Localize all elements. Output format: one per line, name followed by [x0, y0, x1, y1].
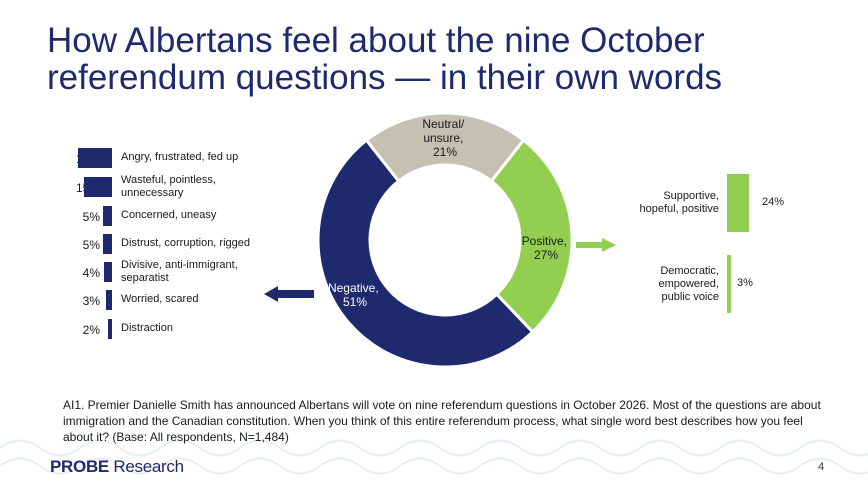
negative-category-label-line: separatist	[121, 272, 169, 284]
negative-bar	[108, 319, 112, 339]
positive-category-label-line: hopeful, positive	[639, 203, 720, 215]
negative-category-label-line: Worried, scared	[121, 293, 199, 305]
positive-category-label-line: Supportive,	[663, 190, 719, 202]
negative-bar	[106, 290, 112, 310]
negative-bar	[77, 148, 112, 168]
negative-category-label: Distrust, corruption, rigged	[121, 237, 301, 250]
page-number: 4	[818, 461, 825, 473]
negative-category-label-line: Wasteful, pointless,	[121, 174, 216, 186]
donut-chart: Neutral/ unsure, 21% Positive, 27% Negat…	[316, 111, 574, 369]
arrow-left-icon	[264, 286, 314, 302]
negative-value-label: 2%	[82, 323, 100, 337]
positive-value-label: 3%	[737, 277, 753, 289]
negative-bar	[104, 262, 112, 282]
title-line-2: referendum questions — in their own word…	[47, 58, 723, 97]
positive-category-label: Democratic, empowered, public voice	[559, 265, 719, 304]
negative-category-label-line: Angry, frustrated, fed up	[121, 151, 239, 163]
negative-category-label: Divisive, anti-immigrant, separatist	[121, 259, 301, 285]
negative-category-label: Wasteful, pointless, unnecessary	[121, 174, 301, 200]
negative-value-label: 5%	[82, 238, 100, 252]
negative-category-label-line: Distraction	[121, 322, 173, 334]
arrow-right-icon	[576, 238, 616, 252]
negative-category-label-line: Concerned, uneasy	[121, 209, 217, 221]
positive-bar	[727, 173, 749, 233]
positive-value-label: 24%	[762, 196, 785, 208]
positive-category-label-line: Democratic,	[660, 264, 719, 277]
negative-category-label-line: Divisive, anti-immigrant,	[121, 259, 238, 271]
negative-category-label-line: Distrust, corruption, rigged	[121, 237, 250, 249]
slice-negative	[316, 138, 535, 369]
negative-value-label: 4%	[82, 266, 100, 280]
positive-bar	[727, 255, 731, 313]
negative-bar	[83, 177, 112, 197]
negative-category-label: Distraction	[121, 322, 301, 335]
negative-value-label: 3%	[82, 294, 100, 308]
positive-category-label: Supportive, hopeful, positive	[559, 190, 720, 216]
negative-category-label: Concerned, uneasy	[121, 209, 301, 222]
slice-positive	[489, 138, 574, 335]
positive-category-label-line: public voice	[661, 290, 719, 303]
background-pattern	[0, 439, 868, 475]
positive-category-label-line: empowered,	[658, 277, 719, 290]
positive-label: Positive, 27%	[522, 234, 571, 262]
negative-bar	[102, 234, 112, 254]
negative-label: Negative, 51%	[328, 281, 382, 309]
probe-research-logo: PROBE Research	[50, 457, 184, 476]
negative-value-label: 5%	[82, 210, 100, 224]
slice-neutral	[364, 111, 526, 184]
negative-category-label-line: unnecessary	[121, 187, 184, 199]
negative-category-label: Angry, frustrated, fed up	[121, 151, 301, 164]
page-title: How Albertans feel about the nine Octobe…	[47, 22, 827, 96]
negative-bar	[102, 206, 112, 226]
neutral-label: Neutral/ unsure, 21%	[422, 117, 467, 159]
title-line-1: How Albertans feel about the nine Octobe…	[47, 21, 705, 60]
footnote: AI1. Premier Danielle Smith has announce…	[63, 398, 821, 444]
negative-category-label: Worried, scared	[121, 293, 301, 306]
